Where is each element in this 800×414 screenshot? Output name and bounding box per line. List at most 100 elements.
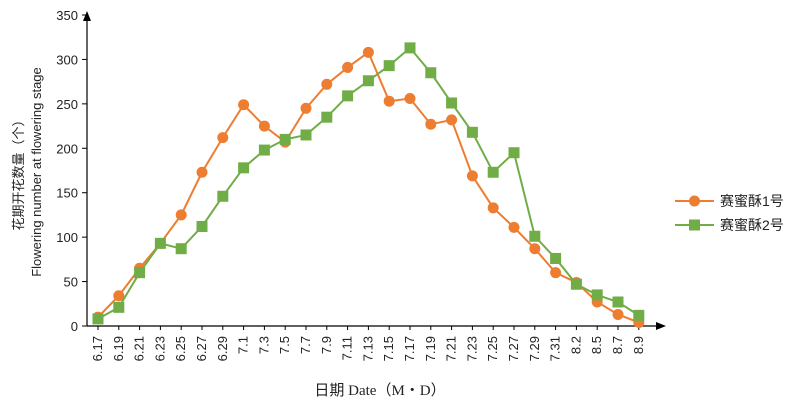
data-point — [591, 289, 603, 301]
y-tick-label: 100 — [56, 230, 78, 245]
data-point — [508, 147, 520, 159]
data-point — [466, 126, 478, 138]
x-tick-label: 8.7 — [610, 336, 625, 354]
series-layer — [92, 42, 645, 328]
axes — [83, 11, 666, 330]
data-point — [508, 221, 520, 233]
series-1 — [92, 46, 645, 328]
data-point — [570, 278, 582, 290]
data-point — [300, 129, 312, 141]
x-tick-label: 7.11 — [340, 336, 355, 360]
data-point — [217, 132, 229, 144]
legend-item: 赛蜜酥2号 — [675, 217, 784, 233]
data-point — [92, 313, 104, 325]
data-point — [466, 170, 478, 182]
data-point — [425, 67, 437, 79]
x-tick-label: 6.21 — [132, 336, 147, 361]
data-point — [258, 144, 270, 156]
x-tick-label: 7.21 — [444, 336, 459, 361]
x-tick-label: 8.2 — [568, 336, 583, 354]
x-tick-label: 6.23 — [152, 336, 167, 361]
x-tick-label: 7.7 — [298, 336, 313, 354]
y-axis-arrow — [83, 11, 91, 21]
data-point — [550, 252, 562, 264]
data-point — [487, 202, 499, 214]
data-point — [550, 267, 562, 279]
data-point — [321, 78, 333, 90]
x-tick-label: 7.17 — [402, 336, 417, 361]
series-2 — [92, 42, 645, 325]
data-point — [404, 42, 416, 54]
x-tick-label: 7.3 — [256, 336, 271, 354]
data-point — [196, 220, 208, 232]
data-point — [342, 61, 354, 73]
data-point — [321, 111, 333, 123]
x-tick-label: 6.27 — [194, 336, 209, 361]
data-point — [154, 237, 166, 249]
data-point — [446, 97, 458, 109]
x-tick-label: 6.29 — [215, 336, 230, 361]
data-point — [425, 118, 437, 130]
x-axis-title: 日期 Date（M・D） — [314, 382, 445, 399]
y-tick-label: 150 — [56, 186, 78, 201]
data-point — [134, 267, 146, 279]
data-point — [612, 308, 624, 320]
legend-label: 赛蜜酥1号 — [720, 193, 784, 209]
y-tick-label: 50 — [64, 275, 78, 290]
x-tick-label: 7.5 — [277, 336, 292, 354]
data-point — [258, 120, 270, 132]
y-tick-label: 200 — [56, 141, 78, 156]
data-point — [175, 209, 187, 221]
data-point — [362, 75, 374, 87]
y-axis-title-en: Flowering number at flowering stage — [29, 67, 44, 277]
x-tick-label: 6.19 — [111, 336, 126, 361]
data-point — [279, 133, 291, 145]
data-point — [113, 290, 125, 302]
legend-marker — [689, 195, 700, 207]
legend-item: 赛蜜酥1号 — [675, 193, 784, 209]
x-tick-label: 7.13 — [360, 336, 375, 361]
y-axis-ticks: 0 50 100 150 200 250 300 350 — [56, 8, 87, 334]
y-tick-label: 350 — [56, 8, 78, 23]
series-line — [97, 50, 640, 324]
data-point — [217, 190, 229, 202]
legend-marker — [689, 219, 700, 231]
x-tick-label: 6.17 — [90, 336, 105, 361]
y-axis-title-cn: 花期开花数量（个） — [11, 113, 26, 230]
data-point — [487, 166, 499, 178]
x-tick-label: 7.1 — [236, 336, 251, 354]
data-point — [238, 162, 250, 174]
y-tick-label: 0 — [71, 319, 78, 334]
x-tick-label: 7.19 — [423, 336, 438, 361]
data-point — [113, 301, 125, 313]
data-point — [300, 102, 312, 114]
x-axis-ticks: 6.17 6.19 6.21 6.23 6.25 6.27 6.29 7.1 7.3 7.5 7.7… — [90, 326, 646, 361]
data-point — [612, 296, 624, 308]
x-tick-label: 7.25 — [485, 336, 500, 361]
x-tick-label: 8.9 — [631, 336, 646, 354]
data-point — [529, 230, 541, 242]
x-tick-label: 7.31 — [548, 336, 563, 361]
data-point — [446, 114, 458, 126]
legend-label: 赛蜜酥2号 — [720, 217, 784, 233]
data-point — [238, 99, 250, 111]
x-tick-label: 7.27 — [506, 336, 521, 361]
y-tick-label: 250 — [56, 97, 78, 112]
data-point — [383, 95, 395, 107]
x-tick-label: 7.9 — [319, 336, 334, 354]
x-tick-label: 7.29 — [527, 336, 542, 361]
data-point — [175, 243, 187, 255]
series-line — [97, 46, 640, 320]
data-point — [633, 309, 645, 321]
data-point — [196, 166, 208, 178]
x-tick-label: 6.25 — [173, 336, 188, 361]
y-tick-label: 300 — [56, 52, 78, 67]
x-tick-label: 7.15 — [381, 336, 396, 361]
x-tick-label: 7.23 — [464, 336, 479, 361]
data-point — [529, 243, 541, 255]
data-point — [404, 93, 416, 105]
x-tick-label: 8.5 — [589, 336, 604, 354]
x-axis-arrow — [656, 322, 666, 330]
